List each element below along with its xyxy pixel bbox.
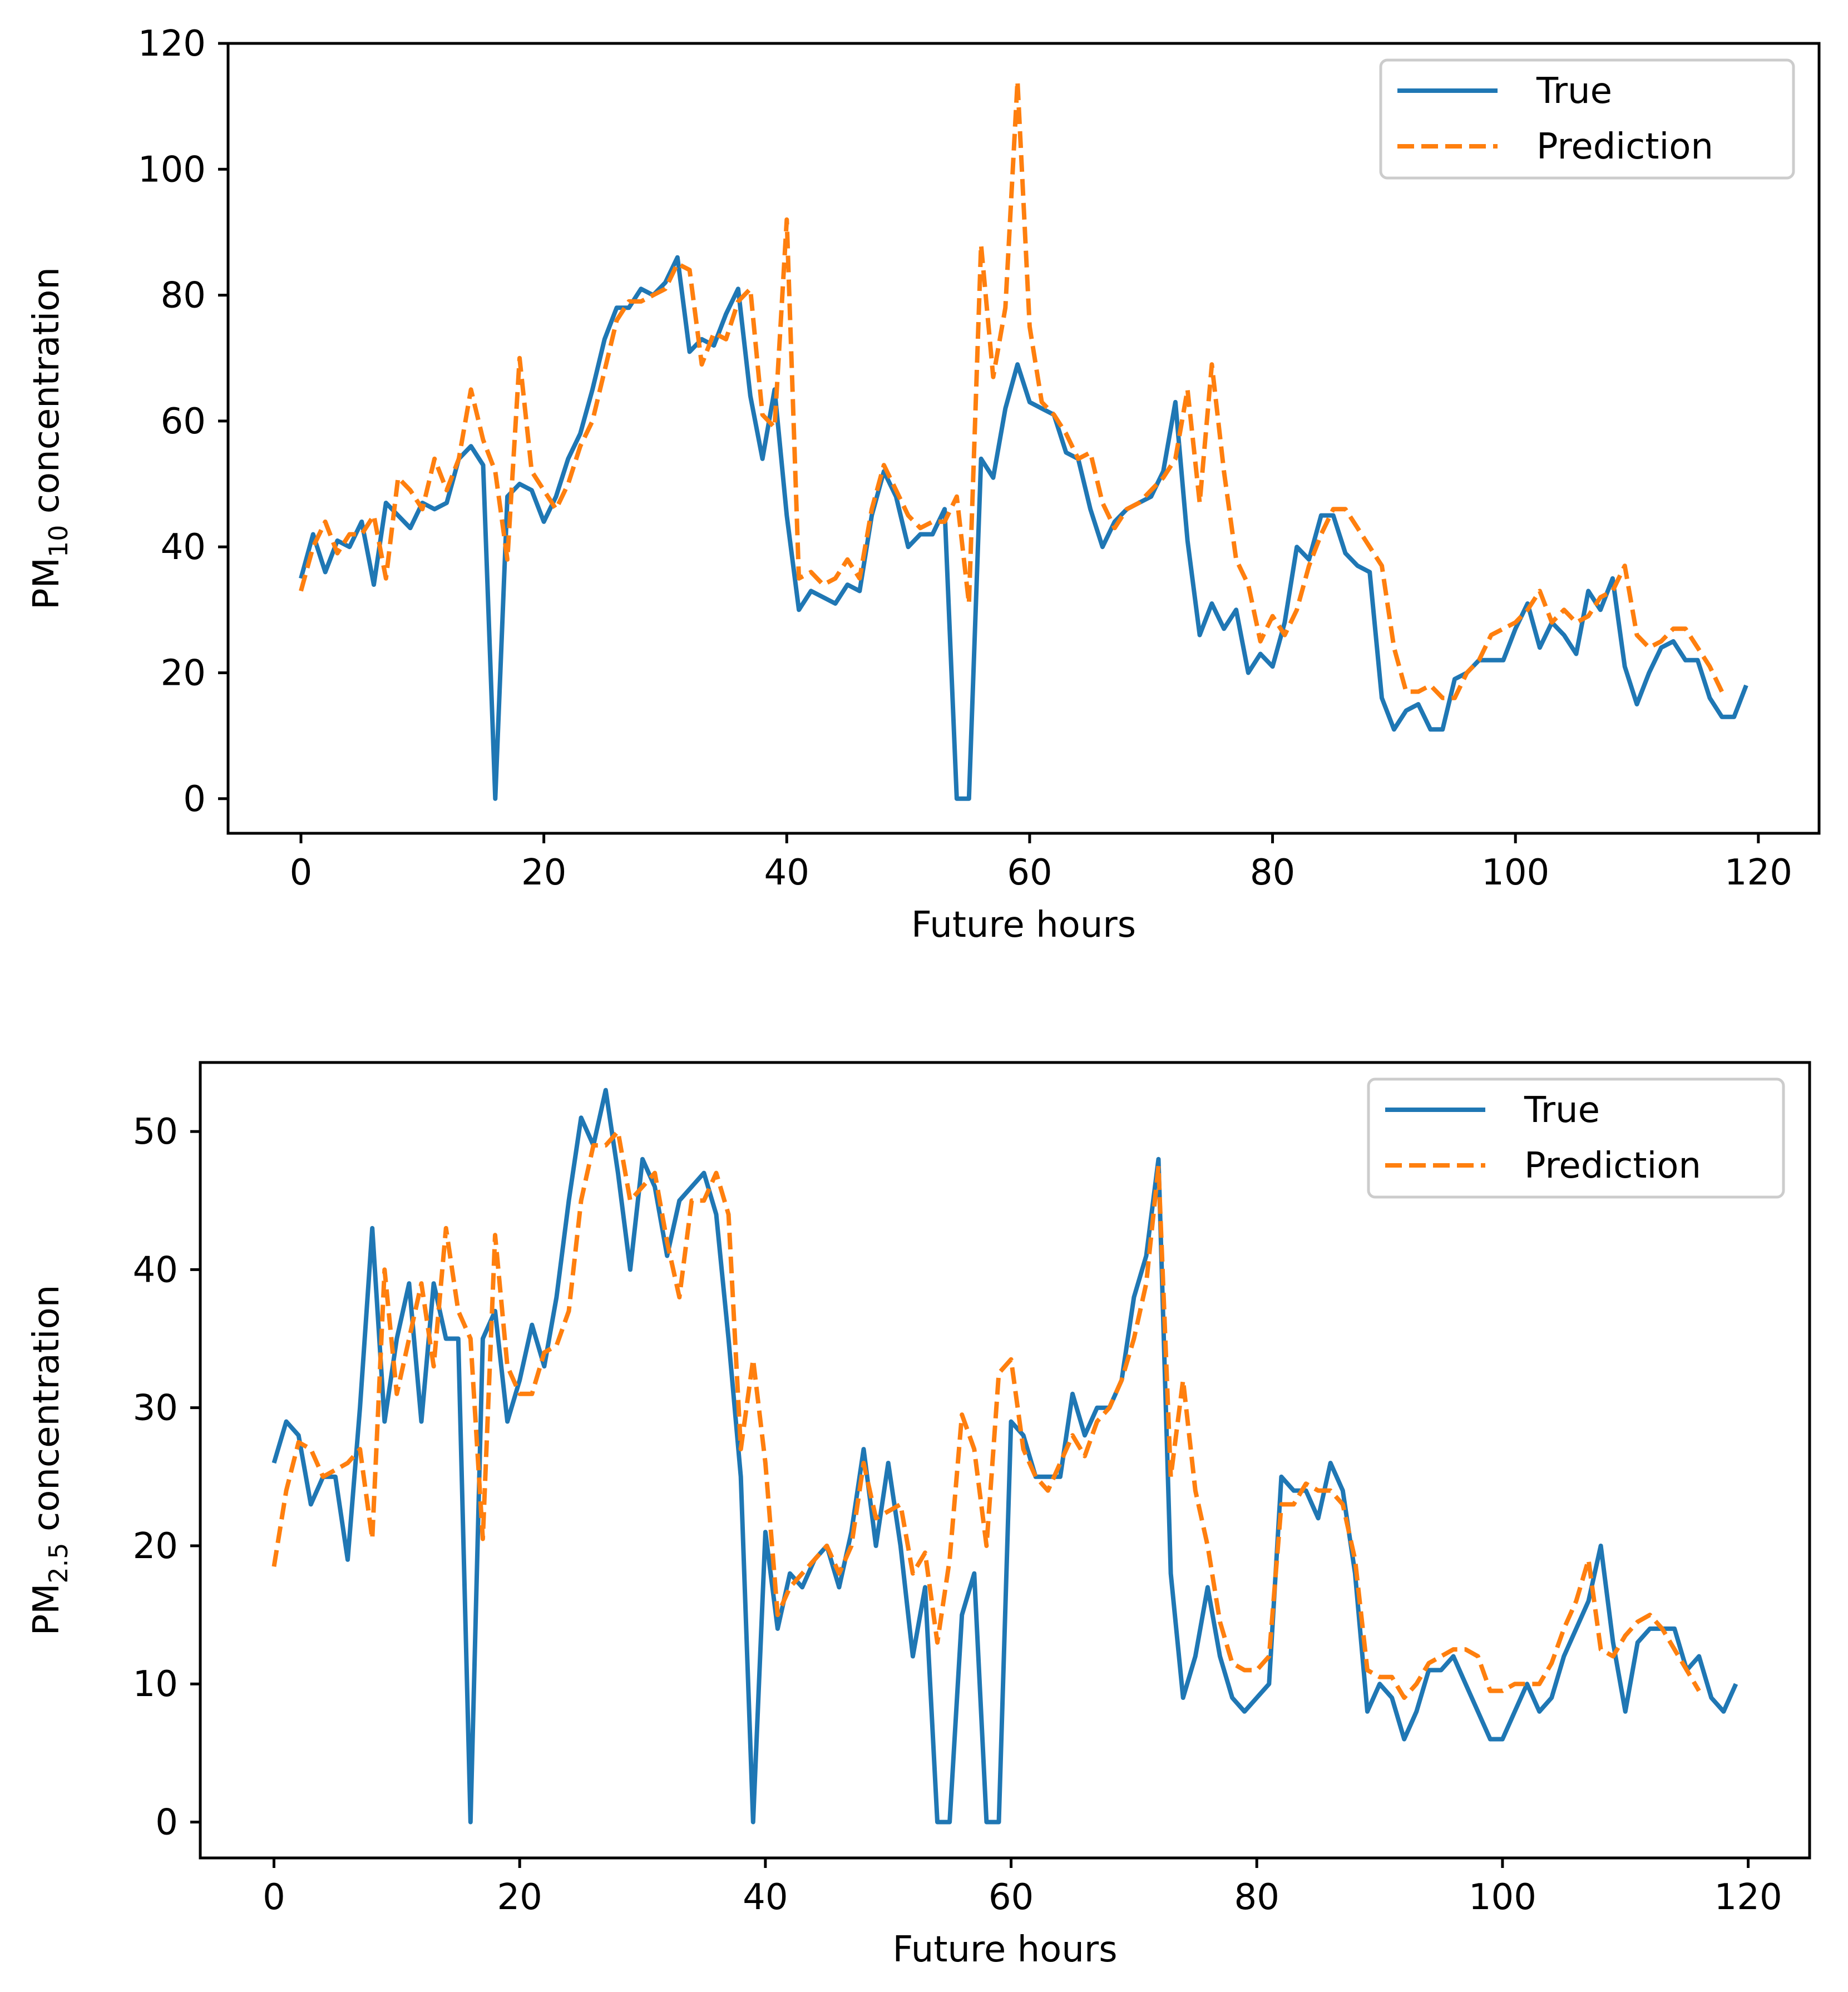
pm10-y-tick-label: 60	[161, 401, 206, 442]
pm10-x-tick-label: 20	[521, 852, 566, 893]
pm10-y-tick-label: 100	[138, 149, 206, 190]
pm25-y-tick-label: 30	[133, 1388, 178, 1429]
pm25-series-true-line	[271, 1088, 1738, 1825]
pm10-ylabel-subscript: 10	[43, 525, 73, 558]
pm10-ylabel-base: PM	[26, 557, 67, 610]
pm25-x-tick-label: 20	[497, 1877, 542, 1918]
pm25-ylabel-subscript: 2.5	[43, 1543, 73, 1583]
pm10-x-tick-label: 100	[1481, 852, 1549, 893]
pm25-series-prediction-line	[271, 1129, 1701, 1700]
pm10-y-tick-label: 80	[161, 275, 206, 317]
pm25-x-tick-label: 120	[1714, 1877, 1782, 1918]
pm10-ylabel-rest: concentration	[26, 267, 67, 525]
pm25-x-tick-label: 0	[263, 1877, 285, 1918]
pm25-legend-true-label: True	[1524, 1090, 1600, 1131]
pm25-x-tick-label: 60	[989, 1877, 1034, 1918]
pm10-x-tick-label: 120	[1725, 852, 1792, 893]
pm25-x-axis-label: Future hours	[892, 1929, 1117, 1970]
pm25-y-tick-label: 20	[133, 1526, 178, 1567]
pm10-plot-area	[299, 78, 1748, 801]
pm25-y-tick-label: 10	[133, 1664, 178, 1705]
pm10-y-tick-label: 40	[161, 527, 206, 568]
pm25-legend: True Prediction	[1367, 1077, 1785, 1199]
pm10-ticks: 0 20 40 60 80 100 120 0 20 40 60 80 100 120	[138, 23, 1792, 893]
pm25-axes-frame	[199, 1061, 1811, 1860]
pm10-chart-panel: 0 20 40 60 80 100 120 0 20 40 60 80 100 120 Future ho…	[26, 23, 1821, 946]
pm10-y-tick-label: 0	[183, 779, 206, 820]
pm25-x-tick-label: 100	[1469, 1877, 1536, 1918]
pm10-y-axis-label: PM10 concentration	[26, 267, 73, 610]
pm25-ylabel-rest: concentration	[26, 1285, 67, 1543]
pm25-y-tick-label: 40	[133, 1249, 178, 1291]
pm10-x-tick-label: 60	[1007, 852, 1052, 893]
pm25-ticks: 0 20 40 60 80 100 120 0 10 20 30 40 50	[133, 1111, 1782, 1918]
pm25-ylabel-base: PM	[26, 1583, 67, 1635]
pm10-x-axis-label: Future hours	[911, 904, 1136, 946]
pm10-legend: True Prediction	[1379, 58, 1795, 180]
pm25-x-tick-label: 80	[1234, 1877, 1279, 1918]
pm10-legend-prediction-label: Prediction	[1536, 126, 1713, 167]
pm25-legend-prediction-label: Prediction	[1524, 1145, 1701, 1187]
pm25-plot-area	[271, 1088, 1738, 1825]
pm25-x-tick-label: 40	[743, 1877, 788, 1918]
pm25-y-tick-label: 0	[155, 1802, 178, 1843]
pm10-y-tick-label: 20	[161, 653, 206, 694]
pm10-series-prediction-line	[299, 78, 1724, 700]
pm10-legend-true-label: True	[1536, 71, 1612, 112]
pm10-y-tick-label: 120	[138, 23, 206, 65]
pm10-x-tick-label: 40	[764, 852, 809, 893]
pm10-x-tick-label: 0	[290, 852, 313, 893]
pm25-y-tick-label: 50	[133, 1111, 178, 1153]
pm10-axes-frame	[226, 42, 1821, 835]
pm25-y-axis-label: PM2.5 concentration	[26, 1285, 73, 1636]
pm10-x-tick-label: 80	[1250, 852, 1295, 893]
pm10-series-true-line	[299, 255, 1748, 801]
